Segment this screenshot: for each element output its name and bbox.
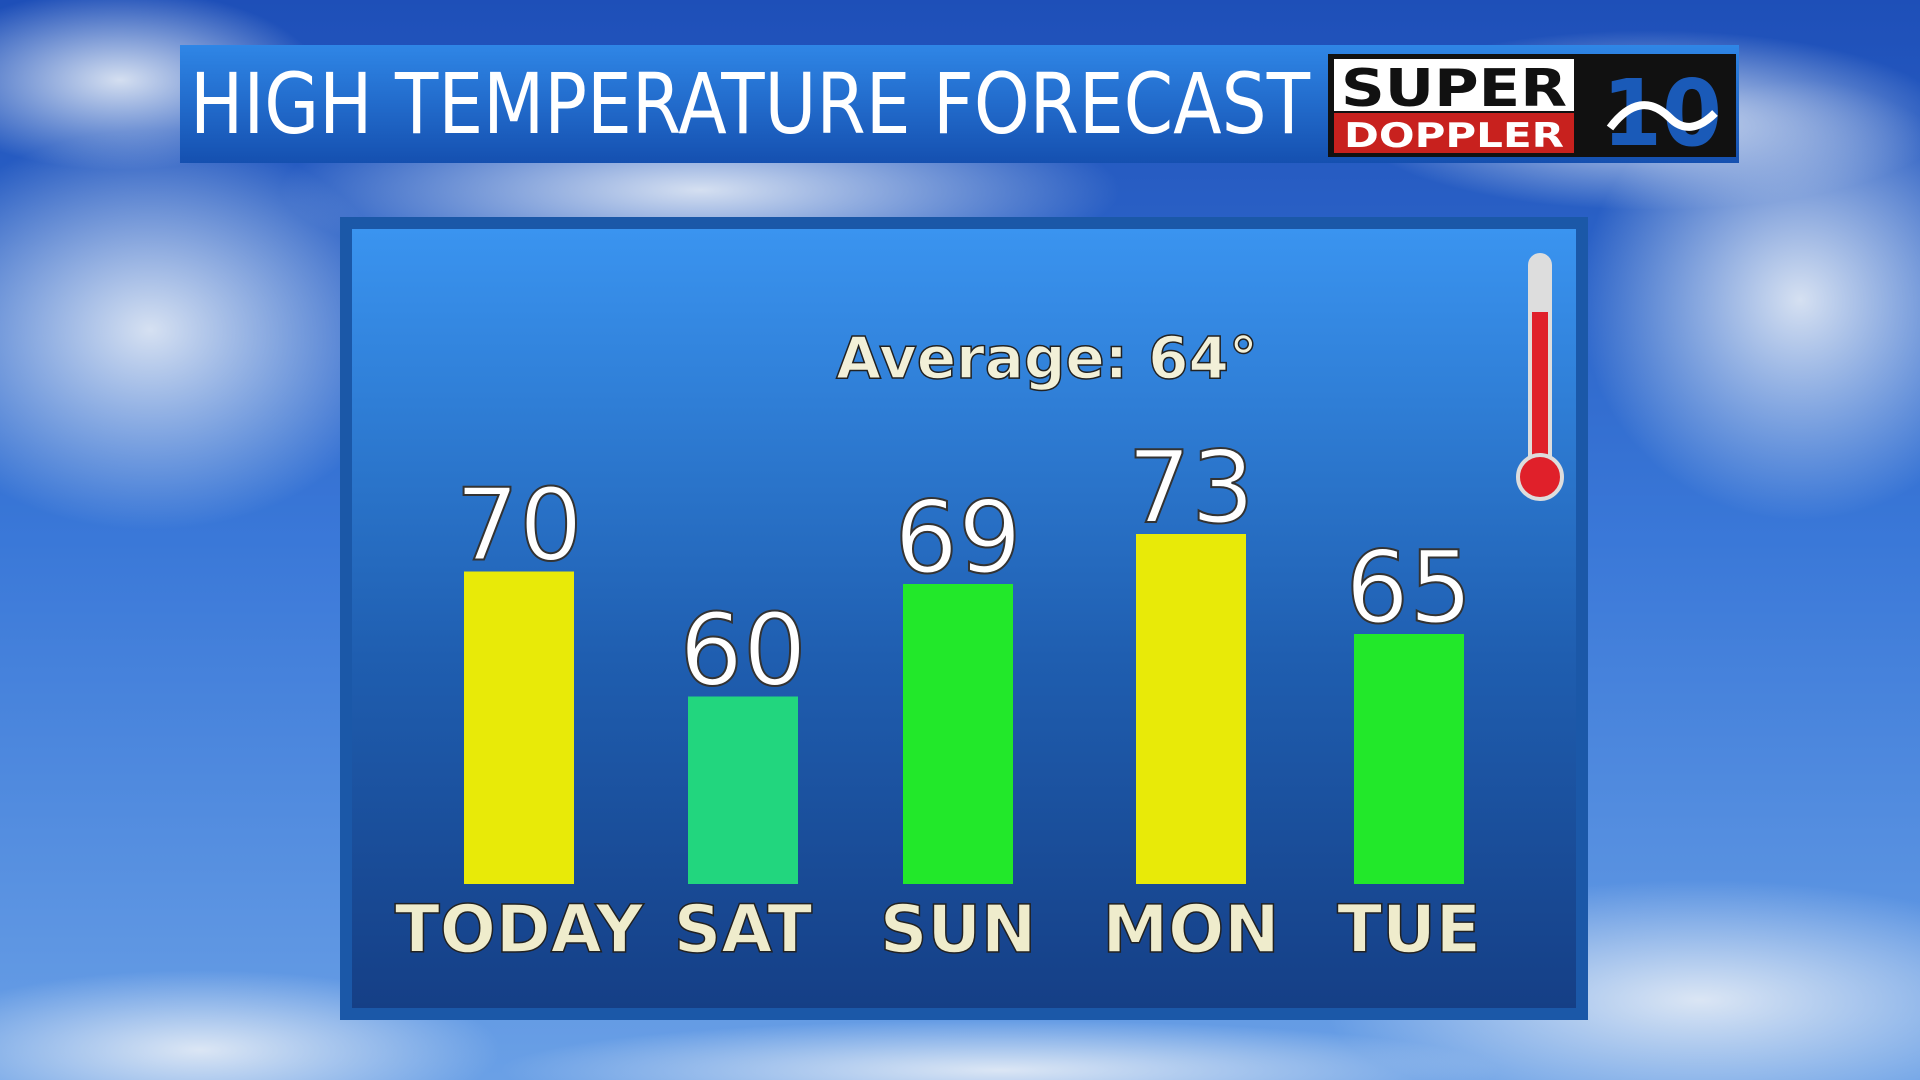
bar [1136, 534, 1246, 884]
logo-line2: DOPPLER [1344, 116, 1564, 156]
x-tick-label: SUN [880, 891, 1036, 968]
value-label: 65 [1345, 529, 1472, 646]
value-label: 60 [679, 592, 806, 709]
chart-title: HIGH TEMPERATURE FORECAST [190, 55, 1311, 153]
bars: 70 TODAY 60 SAT 69 SUN 73 MON 65 TUE [394, 428, 1482, 969]
logo-bottom [1334, 113, 1574, 153]
x-tick-label: MON [1102, 891, 1279, 968]
bar [1354, 634, 1464, 884]
logo: SUPER DOPPLER 10 [1328, 54, 1736, 167]
bar [688, 696, 798, 884]
bar [464, 571, 574, 884]
logo-wave [1606, 101, 1718, 131]
x-tick-label: TODAY [395, 891, 645, 968]
value-label: 70 [455, 467, 582, 584]
value-label: 69 [894, 479, 1021, 596]
x-tick-label: TUE [1337, 891, 1481, 968]
value-label: 73 [1127, 429, 1254, 546]
thermometer-fill [1532, 312, 1548, 477]
bar [903, 584, 1013, 884]
logo-top [1334, 59, 1574, 111]
thermometer [1516, 253, 1564, 501]
thermometer-bulb [1516, 453, 1564, 501]
annotation: Average: 64° [836, 324, 1258, 392]
logo-line1: SUPER [1341, 59, 1567, 119]
x-tick-label: SAT [674, 891, 813, 968]
